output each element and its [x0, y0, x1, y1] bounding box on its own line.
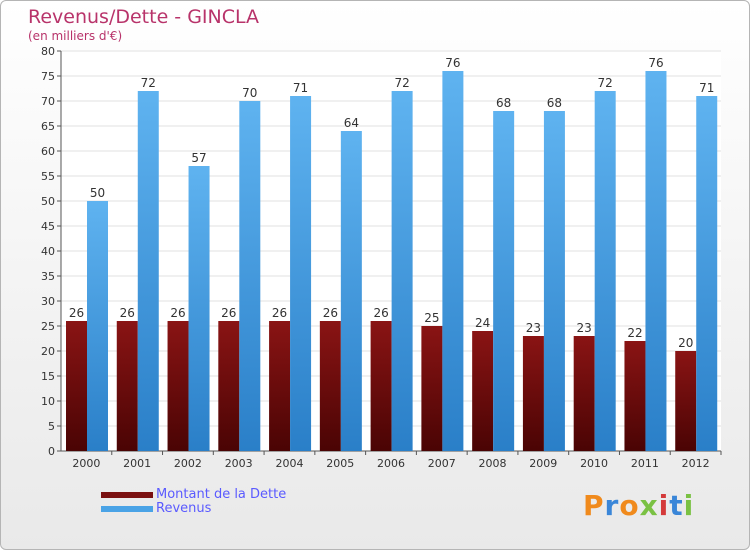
- bar-revenus-2010: [594, 91, 616, 451]
- y-tick-label: 80: [41, 45, 55, 58]
- bar-dette-2006: [370, 321, 392, 451]
- bar-dette-2004: [269, 321, 291, 451]
- bar-dette-2003: [218, 321, 240, 451]
- data-label-dette-2000: 26: [69, 306, 84, 320]
- data-label-dette-2002: 26: [170, 306, 185, 320]
- x-tick-label: 2002: [174, 457, 202, 470]
- y-tick-label: 10: [41, 395, 55, 408]
- bar-revenus-2003: [239, 101, 261, 451]
- logo-letter: t: [669, 489, 684, 522]
- bar-dette-2007: [421, 326, 443, 451]
- y-tick-label: 50: [41, 195, 55, 208]
- bar-revenus-2000: [87, 201, 108, 451]
- y-tick-label: 75: [41, 70, 55, 83]
- logo-letter: o: [619, 489, 640, 522]
- legend-label-dette: Montant de la Dette: [156, 487, 287, 502]
- data-label-revenus-2006: 72: [394, 76, 409, 90]
- bar-revenus-2008: [493, 111, 515, 451]
- data-label-revenus-2005: 64: [344, 116, 359, 130]
- data-label-revenus-2009: 68: [547, 96, 562, 110]
- bar-revenus-2005: [340, 131, 362, 451]
- y-tick-label: 60: [41, 145, 55, 158]
- chart-title: Revenus/Dette - GINCLA: [28, 6, 260, 28]
- data-label-revenus-2000: 50: [90, 186, 105, 200]
- bar-dette-2005: [319, 321, 341, 451]
- bar-dette-2000: [66, 321, 87, 451]
- y-tick-label: 55: [41, 170, 55, 183]
- bar-dette-2011: [624, 341, 646, 451]
- data-label-revenus-2004: 71: [293, 81, 308, 95]
- bar-revenus-2004: [290, 96, 312, 451]
- bar-revenus-2006: [391, 91, 413, 451]
- data-label-dette-2009: 23: [526, 321, 541, 335]
- x-tick-label: 2000: [72, 457, 100, 470]
- x-tick-label: 2010: [580, 457, 608, 470]
- data-label-revenus-2007: 76: [445, 56, 460, 70]
- x-tick-label: 2001: [123, 457, 151, 470]
- x-tick-label: 2008: [479, 457, 507, 470]
- x-tick-label: 2003: [225, 457, 253, 470]
- y-tick-label: 5: [48, 420, 55, 433]
- x-tick-label: 2007: [428, 457, 456, 470]
- y-tick-label: 45: [41, 220, 55, 233]
- data-label-dette-2001: 26: [120, 306, 135, 320]
- bar-revenus-2002: [188, 166, 210, 451]
- data-label-dette-2011: 22: [627, 326, 642, 340]
- data-label-revenus-2012: 71: [699, 81, 714, 95]
- data-label-dette-2004: 26: [272, 306, 287, 320]
- logo-letter: P: [583, 489, 605, 522]
- data-label-revenus-2008: 68: [496, 96, 511, 110]
- y-tick-label: 40: [41, 245, 55, 258]
- y-tick-label: 15: [41, 370, 55, 383]
- data-label-revenus-2002: 57: [191, 151, 206, 165]
- data-label-dette-2005: 26: [323, 306, 338, 320]
- y-tick-label: 30: [41, 295, 55, 308]
- bar-dette-2001: [116, 321, 138, 451]
- bar-dette-2008: [472, 331, 494, 451]
- x-tick-label: 2011: [631, 457, 659, 470]
- legend-label-revenus: Revenus: [156, 501, 212, 516]
- y-tick-label: 35: [41, 270, 55, 283]
- logo-letter: i: [683, 489, 695, 522]
- bar-dette-2009: [522, 336, 544, 451]
- x-tick-label: 2012: [682, 457, 710, 470]
- bar-dette-2012: [675, 351, 697, 451]
- proxiti-logo: Proxiti: [583, 489, 694, 522]
- data-label-revenus-2010: 72: [598, 76, 613, 90]
- y-tick-label: 20: [41, 345, 55, 358]
- data-label-dette-2006: 26: [373, 306, 388, 320]
- x-tick-label: 2005: [326, 457, 354, 470]
- legend-swatch-dette: [101, 492, 153, 498]
- y-tick-label: 70: [41, 95, 55, 108]
- logo-letter: x: [639, 489, 659, 522]
- data-label-dette-2010: 23: [577, 321, 592, 335]
- bar-revenus-2009: [543, 111, 565, 451]
- legend-swatch-revenus: [101, 506, 153, 512]
- data-label-revenus-2001: 72: [141, 76, 156, 90]
- logo-letter: r: [604, 489, 620, 522]
- bar-dette-2002: [167, 321, 189, 451]
- chart-subtitle: (en milliers d'€): [28, 29, 123, 43]
- data-label-dette-2012: 20: [678, 336, 693, 350]
- logo-letter: i: [658, 489, 670, 522]
- y-tick-label: 25: [41, 320, 55, 333]
- y-tick-label: 0: [48, 445, 55, 458]
- data-label-revenus-2011: 76: [648, 56, 663, 70]
- bar-revenus-2001: [137, 91, 159, 451]
- y-tick-label: 65: [41, 120, 55, 133]
- data-label-dette-2008: 24: [475, 316, 490, 330]
- bar-revenus-2007: [442, 71, 464, 451]
- x-tick-label: 2009: [529, 457, 557, 470]
- data-label-revenus-2003: 70: [242, 86, 257, 100]
- data-label-dette-2003: 26: [221, 306, 236, 320]
- x-tick-label: 2006: [377, 457, 405, 470]
- bar-revenus-2012: [696, 96, 718, 451]
- data-label-dette-2007: 25: [424, 311, 439, 325]
- bar-revenus-2011: [645, 71, 667, 451]
- bar-dette-2010: [573, 336, 595, 451]
- x-tick-label: 2004: [275, 457, 303, 470]
